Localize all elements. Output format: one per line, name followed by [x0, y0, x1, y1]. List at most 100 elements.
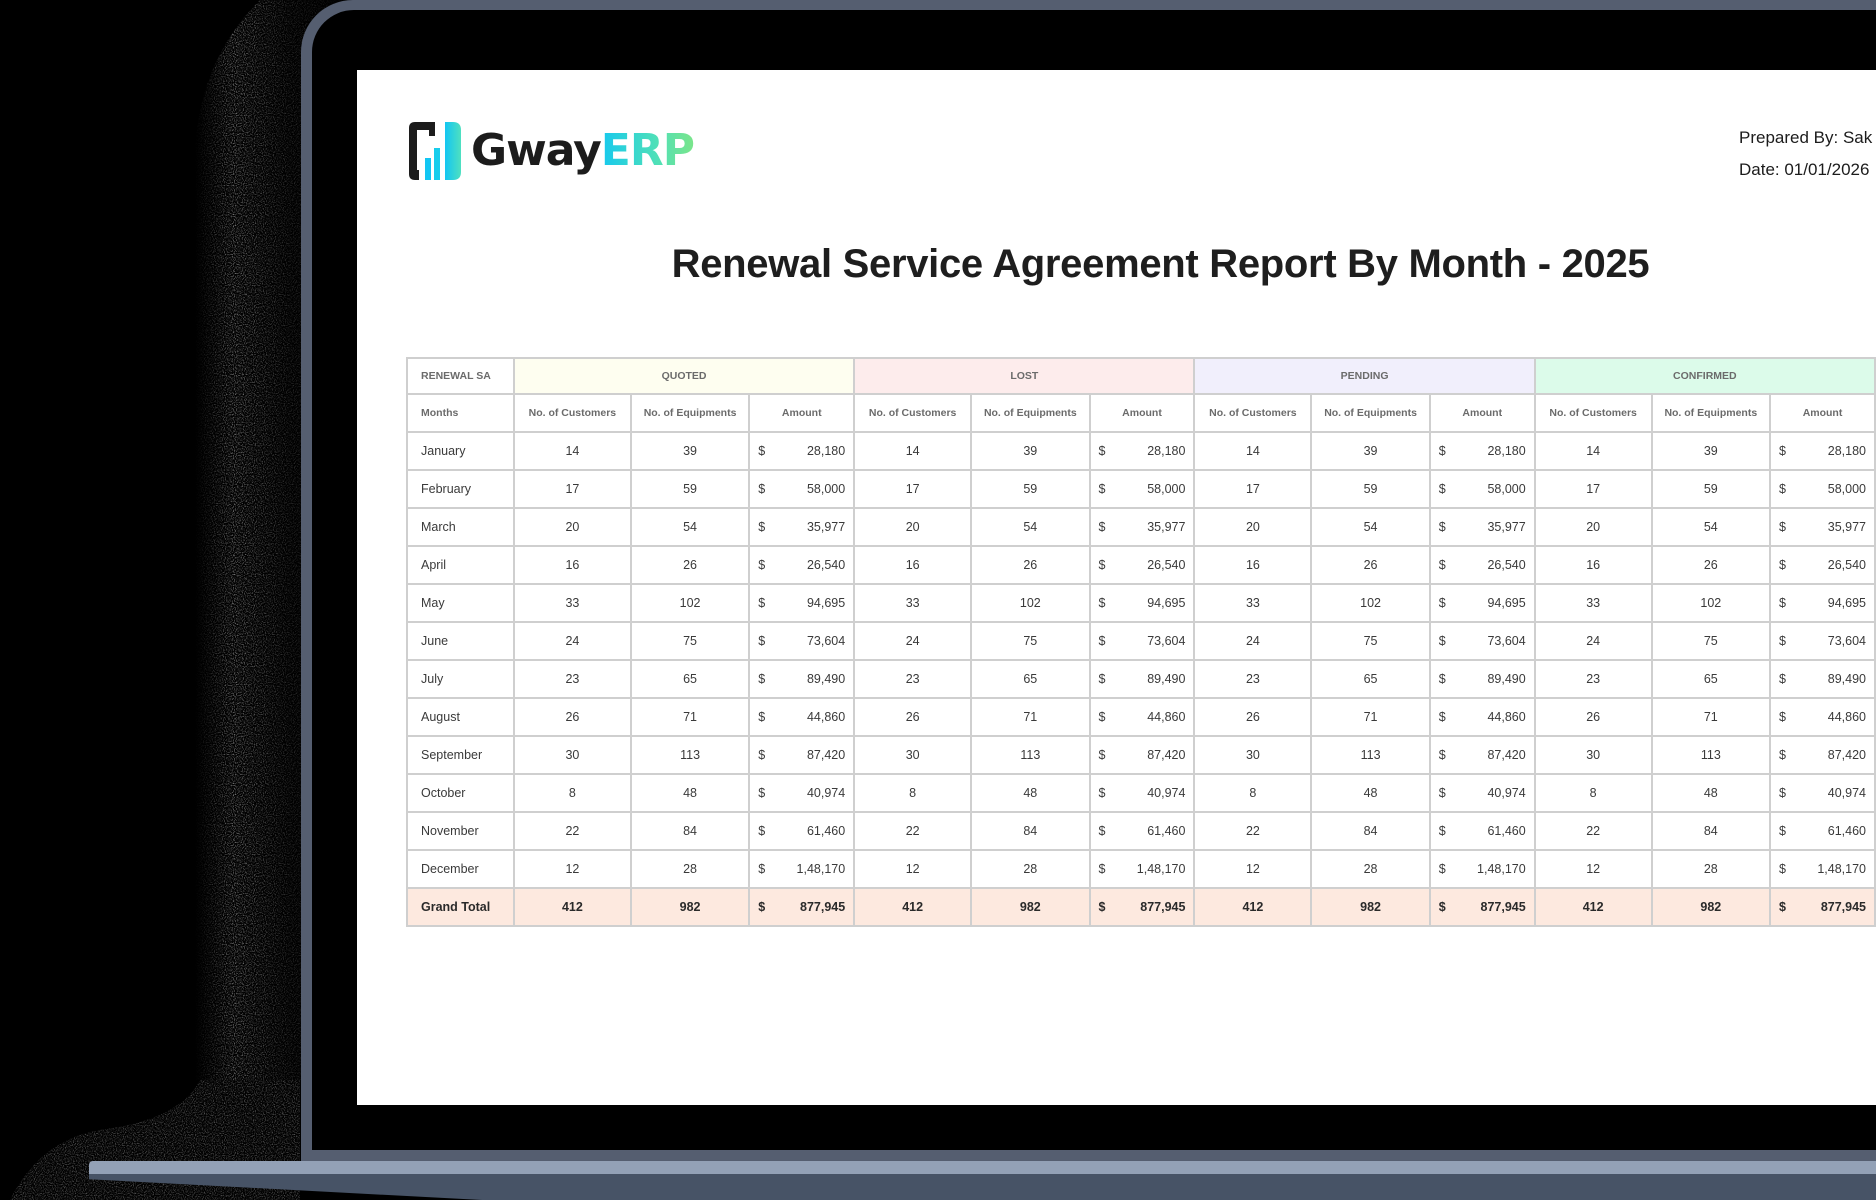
amount-cell: $73,604 [1769, 621, 1876, 661]
report-meta: Prepared By: Sak Date: 01/01/2026 [1739, 122, 1872, 186]
amount-value: 35,977 [1147, 520, 1186, 534]
bar-chart-logo-icon [409, 122, 461, 180]
equipments-cell: 39 [629, 431, 751, 471]
amount-cell: $44,860 [1428, 697, 1536, 737]
table-row: April 16 26 $26,540 16 26 $26,540 16 26 $26,540 16… [406, 545, 1876, 585]
currency-symbol: $ [758, 558, 766, 572]
customers-cell: 30 [853, 735, 973, 775]
amount-cell: $28,180 [748, 431, 856, 471]
currency-symbol: $ [1438, 748, 1446, 762]
amount-cell: $35,977 [1769, 507, 1876, 547]
currency-symbol: $ [1779, 748, 1786, 762]
customers-cell: 33 [853, 583, 973, 623]
amount-value: 73,604 [806, 634, 846, 648]
customers-cell: 16 [853, 545, 973, 585]
amount-cell: $89,490 [1769, 659, 1876, 699]
currency-symbol: $ [1779, 900, 1786, 914]
customers-cell: 26 [512, 697, 632, 737]
currency-symbol: $ [758, 862, 766, 876]
amount-cell: $877,945 [1428, 887, 1536, 927]
currency-symbol: $ [1098, 520, 1106, 534]
amount-value: 89,490 [1487, 672, 1526, 686]
amount-cell: $35,977 [1428, 507, 1536, 547]
equipments-cell: 59 [629, 469, 751, 509]
amount-value: 26,540 [1147, 558, 1186, 572]
amount-value: 89,490 [1147, 672, 1186, 686]
amount-cell: $1,48,170 [1088, 849, 1196, 889]
equipments-cell: 26 [629, 545, 751, 585]
currency-symbol: $ [1098, 710, 1106, 724]
equipments-cell: 48 [1650, 773, 1772, 813]
equipments-cell: 71 [1650, 697, 1772, 737]
equipments-cell: 26 [1310, 545, 1431, 585]
currency-symbol: $ [758, 900, 766, 914]
customers-cell: 12 [1193, 849, 1313, 889]
amount-cell: $61,460 [748, 811, 856, 851]
equipments-cell: 28 [629, 849, 751, 889]
currency-symbol: $ [1098, 862, 1106, 876]
equipments-cell: 48 [629, 773, 751, 813]
amount-cell: $94,695 [1769, 583, 1876, 623]
customers-cell: 412 [853, 887, 973, 927]
amount-value: 877,945 [1820, 900, 1866, 914]
table-row: March 20 54 $35,977 20 54 $35,977 20 54 $35,977 20… [406, 507, 1876, 547]
table-row: November 22 84 $61,460 22 84 $61,460 22 84 $61,46… [406, 811, 1876, 851]
months-header: Months [406, 393, 515, 433]
laptop-base-edge [89, 1161, 1876, 1174]
customers-cell: 20 [1193, 507, 1313, 547]
amount-cell: $58,000 [1769, 469, 1876, 509]
customers-cell: 26 [853, 697, 973, 737]
group-header-lost: LOST [853, 357, 1196, 395]
customers-cell: 26 [1533, 697, 1653, 737]
amount-value: 58,000 [1827, 482, 1866, 496]
amount-cell: $877,945 [748, 887, 856, 927]
equipments-cell: 982 [1650, 887, 1772, 927]
equipments-cell: 39 [1310, 431, 1431, 471]
currency-symbol: $ [1438, 900, 1446, 914]
equipments-cell: 39 [1650, 431, 1772, 471]
equipments-cell: 102 [1310, 583, 1431, 623]
equipments-cell: 26 [1650, 545, 1772, 585]
currency-symbol: $ [758, 520, 766, 534]
equipments-cell: 59 [970, 469, 1091, 509]
amount-cell: $26,540 [1769, 545, 1876, 585]
equipments-cell: 71 [1310, 697, 1431, 737]
amount-value: 1,48,170 [1477, 862, 1526, 876]
laptop-base [89, 1174, 1876, 1200]
currency-symbol: $ [1098, 634, 1106, 648]
amount-cell: $87,420 [1428, 735, 1536, 775]
customers-cell: 8 [1533, 773, 1653, 813]
amount-cell: $40,974 [748, 773, 856, 813]
col-header-amount: Amount [1428, 393, 1536, 433]
customers-cell: 8 [853, 773, 973, 813]
currency-symbol: $ [1438, 558, 1446, 572]
customers-cell: 24 [853, 621, 973, 661]
customers-cell: 20 [853, 507, 973, 547]
equipments-cell: 65 [1650, 659, 1772, 699]
equipments-cell: 54 [1650, 507, 1772, 547]
equipments-cell: 65 [1310, 659, 1431, 699]
month-cell: December [406, 849, 515, 889]
table-body: January 14 39 $28,180 14 39 $28,180 14 39 $28,180… [406, 431, 1876, 927]
customers-cell: 14 [512, 431, 632, 471]
equipments-cell: 102 [629, 583, 751, 623]
table-row: December 12 28 $1,48,170 12 28 $1,48,170 12 28 $1… [406, 849, 1876, 889]
amount-cell: $35,977 [1088, 507, 1196, 547]
customers-cell: 30 [1193, 735, 1313, 775]
customers-cell: 8 [1193, 773, 1313, 813]
amount-value: 73,604 [1487, 634, 1526, 648]
currency-symbol: $ [758, 710, 766, 724]
currency-symbol: $ [1779, 558, 1786, 572]
amount-value: 35,977 [1827, 520, 1866, 534]
amount-value: 61,460 [1827, 824, 1866, 838]
customers-cell: 22 [853, 811, 973, 851]
month-cell: August [406, 697, 515, 737]
equipments-cell: 54 [970, 507, 1091, 547]
customers-cell: 24 [512, 621, 632, 661]
amount-cell: $89,490 [1428, 659, 1536, 699]
amount-value: 44,860 [806, 710, 846, 724]
amount-value: 87,420 [1487, 748, 1526, 762]
amount-cell: $89,490 [1088, 659, 1196, 699]
currency-symbol: $ [1098, 900, 1106, 914]
equipments-cell: 59 [1310, 469, 1431, 509]
